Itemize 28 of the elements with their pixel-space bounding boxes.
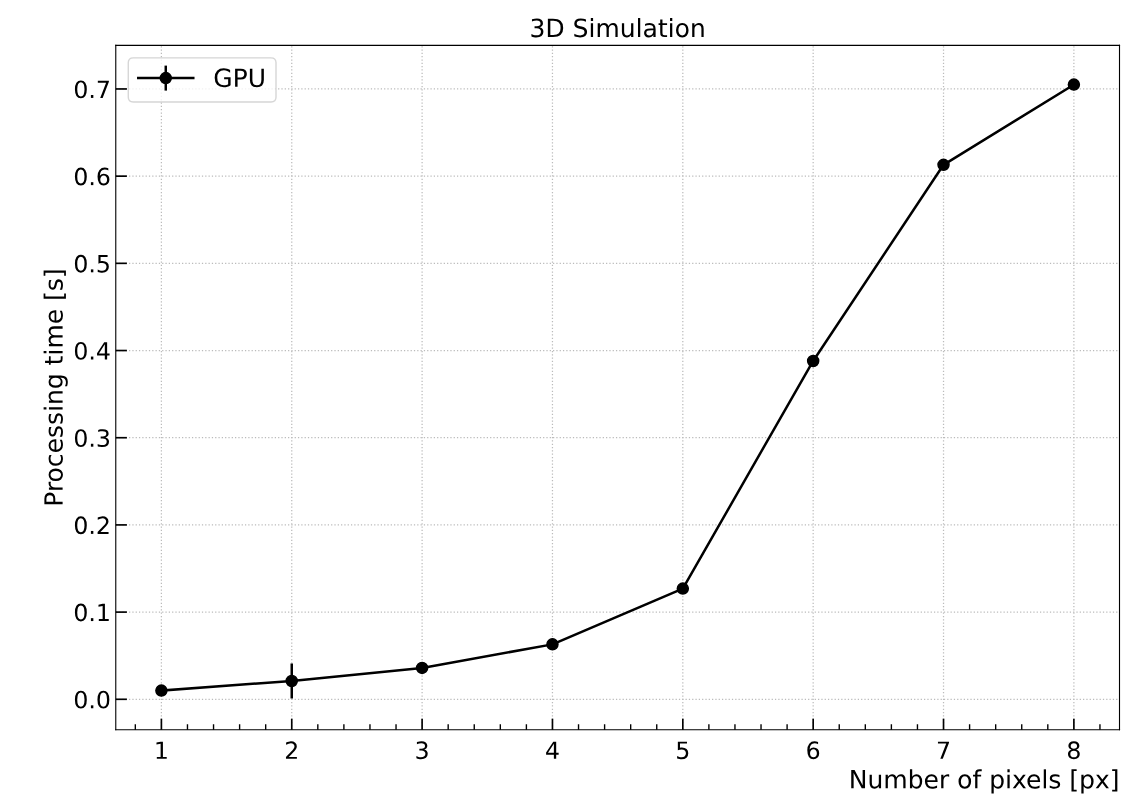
point (415, 661, 429, 675)
x-tick-label: 2 (285, 741, 297, 759)
y-tick-label: 0.1 (74, 603, 109, 622)
chart-title: 3D Simulation (531, 18, 704, 38)
y-tick-label: 0.3 (74, 429, 110, 448)
x-tick-label: 7 (937, 741, 950, 759)
x-tick-label: 3 (416, 741, 428, 760)
point (806, 354, 820, 368)
y-tick-label: 0.2 (74, 516, 109, 535)
x-tick-label: 6 (807, 741, 820, 760)
y-tick-label: 0.4 (74, 341, 110, 360)
point (1067, 78, 1081, 91)
x-tick-label: 4 (546, 741, 559, 759)
point (546, 638, 559, 651)
point (937, 158, 950, 172)
x-tick-label: 5 (677, 741, 689, 760)
point (285, 674, 299, 688)
y-tick-label: 0.6 (74, 167, 110, 186)
y-tick-label: 0.7 (74, 80, 109, 99)
y-axis-title: Processing time [s] (43, 270, 68, 505)
point (155, 684, 168, 697)
point (676, 582, 690, 595)
legend-label: GPU (214, 68, 264, 88)
y-tick-label: 0.0 (74, 690, 110, 709)
y-tick-label: 0.5 (74, 254, 109, 273)
x-axis-title: Number of pixels [px] (851, 769, 1118, 794)
x-tick-label: 8 (1067, 741, 1080, 760)
x-tick-label: 1 (156, 741, 167, 759)
